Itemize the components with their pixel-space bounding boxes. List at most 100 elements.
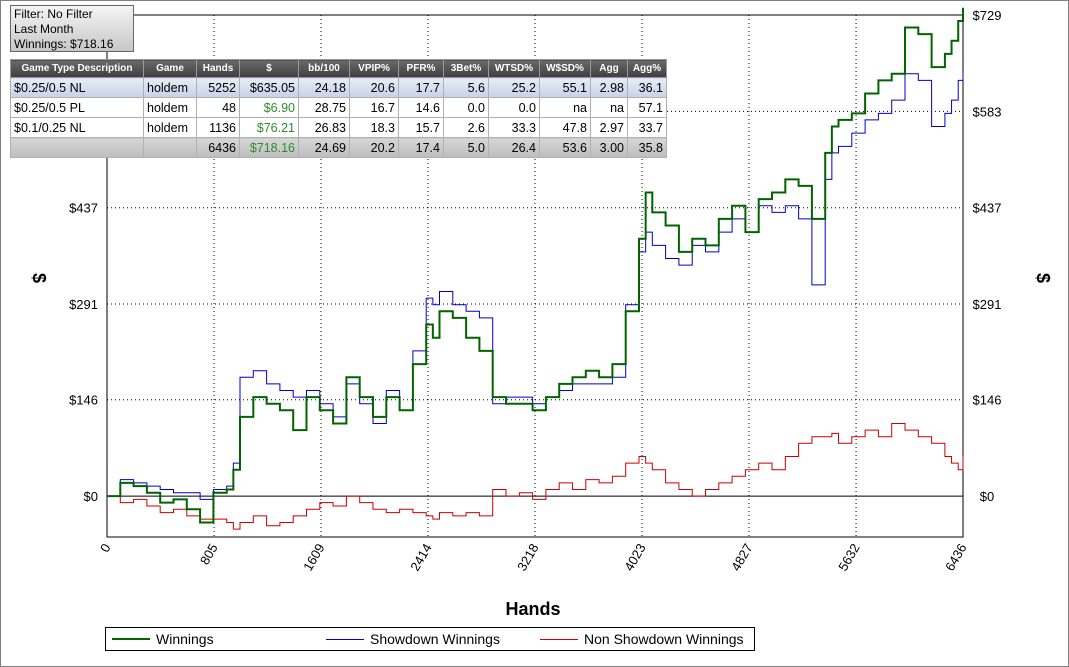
legend-item-showdown: Showdown Winnings [326, 631, 500, 647]
x-tick-label: 5632 [835, 541, 862, 574]
total-game [143, 137, 197, 158]
header-wtsd[interactable]: WTSD% [488, 59, 540, 78]
total-3bet: 5.0 [443, 137, 489, 158]
header-vpip[interactable]: VPIP% [349, 59, 399, 78]
cell-vpip: 18.3 [349, 117, 399, 138]
non-showdown-winnings-line [107, 422, 964, 530]
y-tick-label-right: $437 [973, 201, 1002, 216]
winnings-label: Winnings: $718.16 [14, 37, 114, 51]
cell-wtsd: 25.2 [488, 77, 540, 98]
header-3bet[interactable]: 3Bet% [443, 59, 489, 78]
cell-agg-pct: 36.1 [627, 77, 667, 98]
cell-game-type: $0.1/0.25 NL [10, 117, 144, 138]
header-game[interactable]: Game [143, 59, 197, 78]
header-bb100[interactable]: bb/100 [298, 59, 350, 78]
cell-pfr: 15.7 [398, 117, 444, 138]
table-row[interactable]: $0.1/0.25 NL holdem 1136 $76.21 26.83 18… [10, 117, 667, 138]
total-bb100: 24.69 [298, 137, 350, 158]
y-tick-label-right: $291 [973, 297, 1002, 312]
cell-game: holdem [143, 97, 197, 118]
x-tick-label: 2414 [407, 541, 434, 574]
cell-bb100: 28.75 [298, 97, 350, 118]
filter-label: Filter: No Filter [14, 7, 93, 21]
legend-swatch-showdown [326, 638, 364, 640]
y-tick-label-right: $583 [973, 104, 1002, 119]
table-total-row: 6436 $718.16 24.69 20.2 17.4 5.0 26.4 53… [10, 137, 667, 158]
header-game-type[interactable]: Game Type Description [10, 59, 144, 78]
cell-bb100: 26.83 [298, 117, 350, 138]
x-tick-label: 6436 [942, 541, 969, 574]
cell-wsd: 55.1 [539, 77, 591, 98]
x-axis-title: Hands [505, 599, 560, 619]
y-axis-title-left: $ [29, 273, 49, 283]
total-wsd: 53.6 [539, 137, 591, 158]
x-tick-label: 805 [197, 541, 221, 567]
cell-hands: 48 [196, 97, 240, 118]
cell-hands: 5252 [196, 77, 240, 98]
legend-label-non-showdown: Non Showdown Winnings [584, 631, 744, 647]
header-hands[interactable]: Hands [196, 59, 240, 78]
legend-item-non-showdown: Non Showdown Winnings [540, 631, 744, 647]
cell-game-type: $0.25/0.5 PL [10, 97, 144, 118]
cell-dollars: $635.05 [239, 77, 299, 98]
total-pfr: 17.4 [398, 137, 444, 158]
x-tick-label: 1609 [300, 541, 327, 574]
winnings-line [107, 7, 964, 524]
y-tick-label-right: $0 [980, 489, 994, 504]
total-game-type [10, 137, 144, 158]
x-tick-label: 4023 [621, 541, 648, 574]
cell-dollars: $6.90 [239, 97, 299, 118]
total-agg-pct: 35.8 [627, 137, 667, 158]
legend-swatch-winnings [112, 638, 150, 640]
cell-pfr: 17.7 [398, 77, 444, 98]
x-tick-label: 4827 [728, 541, 755, 574]
x-tick-label: 3218 [514, 541, 541, 574]
total-wtsd: 26.4 [488, 137, 540, 158]
cell-3bet: 5.6 [443, 77, 489, 98]
table-row[interactable]: $0.25/0.5 PL holdem 48 $6.90 28.75 16.7 … [10, 97, 667, 118]
total-dollars: $718.16 [239, 137, 299, 158]
cell-agg: 2.98 [590, 77, 628, 98]
legend-swatch-non-showdown [540, 638, 578, 640]
stats-header-row: Game Type Description Game Hands $ bb/10… [10, 59, 667, 78]
stats-table: Game Type Description Game Hands $ bb/10… [10, 59, 667, 158]
cell-bb100: 24.18 [298, 77, 350, 98]
header-agg[interactable]: Agg [590, 59, 628, 78]
x-tick-label: 0 [97, 541, 114, 555]
y-tick-label-left: $291 [69, 297, 98, 312]
cell-wtsd: 33.3 [488, 117, 540, 138]
filter-info-box: Filter: No Filter Last Month Winnings: $… [10, 5, 134, 52]
y-tick-label-right: $729 [973, 8, 1002, 23]
cell-vpip: 20.6 [349, 77, 399, 98]
cell-wtsd: 0.0 [488, 97, 540, 118]
cell-3bet: 0.0 [443, 97, 489, 118]
cell-wsd: 47.8 [539, 117, 591, 138]
total-vpip: 20.2 [349, 137, 399, 158]
cell-dollars: $76.21 [239, 117, 299, 138]
y-tick-label-right: $146 [973, 393, 1002, 408]
cell-agg-pct: 33.7 [627, 117, 667, 138]
header-agg-pct[interactable]: Agg% [627, 59, 667, 78]
cell-wsd: na [539, 97, 591, 118]
cell-hands: 1136 [196, 117, 240, 138]
period-label: Last Month [14, 22, 74, 36]
cell-pfr: 14.6 [398, 97, 444, 118]
header-wsd[interactable]: W$SD% [539, 59, 591, 78]
y-tick-label-left: $437 [69, 201, 98, 216]
y-tick-label-left: $146 [69, 393, 98, 408]
total-agg: 3.00 [590, 137, 628, 158]
legend-item-winnings: Winnings [112, 631, 214, 647]
total-hands: 6436 [196, 137, 240, 158]
cell-game: holdem [143, 117, 197, 138]
cell-3bet: 2.6 [443, 117, 489, 138]
cell-game-type: $0.25/0.5 NL [10, 77, 144, 98]
cell-agg: 2.97 [590, 117, 628, 138]
table-row[interactable]: $0.25/0.5 NL holdem 5252 $635.05 24.18 2… [10, 77, 667, 98]
y-axis-title-right: $ [1033, 273, 1053, 283]
cell-agg-pct: 57.1 [627, 97, 667, 118]
header-dollars[interactable]: $ [239, 59, 299, 78]
legend-label-showdown: Showdown Winnings [370, 631, 500, 647]
header-pfr[interactable]: PFR% [398, 59, 444, 78]
cell-game: holdem [143, 77, 197, 98]
cell-vpip: 16.7 [349, 97, 399, 118]
